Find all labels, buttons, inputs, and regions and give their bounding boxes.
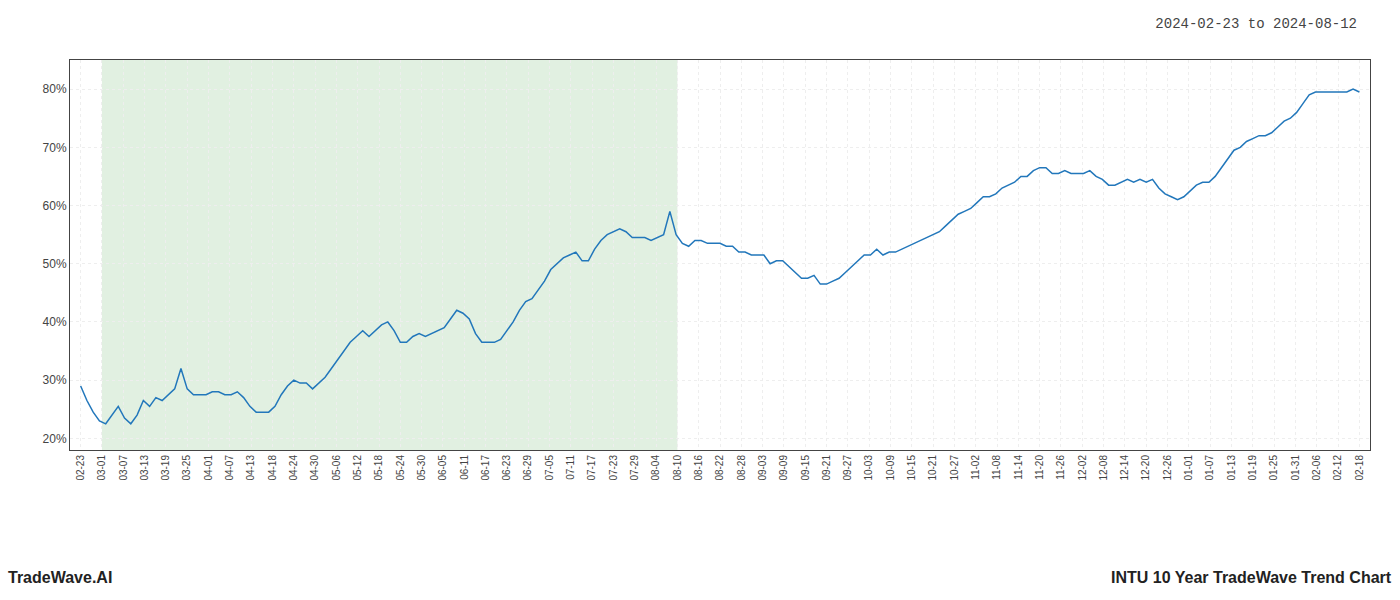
svg-text:07-11: 07-11 [565, 455, 576, 480]
svg-text:07-29: 07-29 [629, 455, 640, 481]
svg-text:04-01: 04-01 [203, 455, 214, 481]
svg-text:30%: 30% [43, 373, 67, 387]
svg-text:05-24: 05-24 [395, 455, 406, 481]
svg-text:08-22: 08-22 [714, 455, 725, 481]
svg-text:10-03: 10-03 [863, 455, 874, 481]
svg-text:05-12: 05-12 [352, 455, 363, 481]
svg-text:2024-02-23 to 2024-08-12: 2024-02-23 to 2024-08-12 [1155, 16, 1357, 32]
svg-text:03-07: 03-07 [118, 455, 129, 481]
svg-text:09-21: 09-21 [821, 455, 832, 481]
svg-text:08-04: 08-04 [650, 455, 661, 481]
svg-text:11-14: 11-14 [1013, 455, 1024, 480]
svg-text:40%: 40% [43, 315, 67, 329]
svg-text:20%: 20% [43, 432, 67, 446]
svg-text:03-25: 03-25 [181, 455, 192, 481]
svg-text:03-19: 03-19 [160, 455, 171, 481]
svg-text:09-03: 09-03 [757, 455, 768, 481]
svg-text:02-23: 02-23 [75, 455, 86, 481]
svg-text:01-25: 01-25 [1268, 455, 1279, 481]
svg-text:01-19: 01-19 [1247, 455, 1258, 481]
svg-text:10-15: 10-15 [906, 455, 917, 481]
svg-text:05-18: 05-18 [373, 455, 384, 481]
svg-text:10-27: 10-27 [949, 455, 960, 481]
svg-text:03-01: 03-01 [96, 455, 107, 481]
svg-text:INTU 10 Year TradeWave Trend C: INTU 10 Year TradeWave Trend Chart [1111, 569, 1392, 586]
svg-text:02-18: 02-18 [1354, 455, 1365, 481]
svg-text:11-26: 11-26 [1055, 455, 1066, 480]
svg-text:03-13: 03-13 [139, 455, 150, 481]
svg-text:04-13: 04-13 [245, 455, 256, 481]
svg-text:11-08: 11-08 [991, 455, 1002, 480]
svg-text:07-05: 07-05 [544, 455, 555, 481]
svg-text:50%: 50% [43, 257, 67, 271]
svg-text:09-27: 09-27 [842, 455, 853, 481]
svg-text:07-23: 07-23 [608, 455, 619, 481]
svg-text:05-06: 05-06 [331, 455, 342, 481]
svg-text:11-02: 11-02 [970, 455, 981, 480]
svg-text:12-20: 12-20 [1140, 455, 1151, 481]
svg-text:06-23: 06-23 [501, 455, 512, 481]
svg-text:12-14: 12-14 [1119, 455, 1130, 481]
svg-text:12-26: 12-26 [1162, 455, 1173, 481]
svg-text:02-12: 02-12 [1332, 455, 1343, 481]
svg-text:04-30: 04-30 [309, 455, 320, 481]
svg-text:12-02: 12-02 [1077, 455, 1088, 481]
svg-text:01-01: 01-01 [1183, 455, 1194, 481]
svg-text:04-18: 04-18 [267, 455, 278, 481]
svg-text:TradeWave.AI: TradeWave.AI [8, 569, 112, 586]
svg-text:10-21: 10-21 [927, 455, 938, 481]
svg-text:08-28: 08-28 [736, 455, 747, 481]
svg-text:07-17: 07-17 [586, 455, 597, 481]
svg-text:04-24: 04-24 [288, 455, 299, 481]
svg-text:01-07: 01-07 [1204, 455, 1215, 481]
svg-text:06-11: 06-11 [459, 455, 470, 480]
svg-text:01-13: 01-13 [1226, 455, 1237, 481]
svg-text:06-05: 06-05 [437, 455, 448, 481]
svg-text:08-16: 08-16 [693, 455, 704, 481]
svg-text:04-07: 04-07 [224, 455, 235, 481]
svg-text:09-09: 09-09 [778, 455, 789, 481]
svg-text:05-30: 05-30 [416, 455, 427, 481]
svg-text:10-09: 10-09 [885, 455, 896, 481]
svg-text:02-06: 02-06 [1311, 455, 1322, 481]
svg-text:60%: 60% [43, 199, 67, 213]
svg-text:09-15: 09-15 [800, 455, 811, 481]
svg-text:06-29: 06-29 [522, 455, 533, 481]
svg-text:06-17: 06-17 [480, 455, 491, 481]
svg-text:80%: 80% [43, 82, 67, 96]
svg-text:70%: 70% [43, 141, 67, 155]
svg-text:11-20: 11-20 [1034, 455, 1045, 480]
svg-text:08-10: 08-10 [672, 455, 683, 481]
svg-text:01-31: 01-31 [1290, 455, 1301, 481]
svg-text:12-08: 12-08 [1098, 455, 1109, 481]
